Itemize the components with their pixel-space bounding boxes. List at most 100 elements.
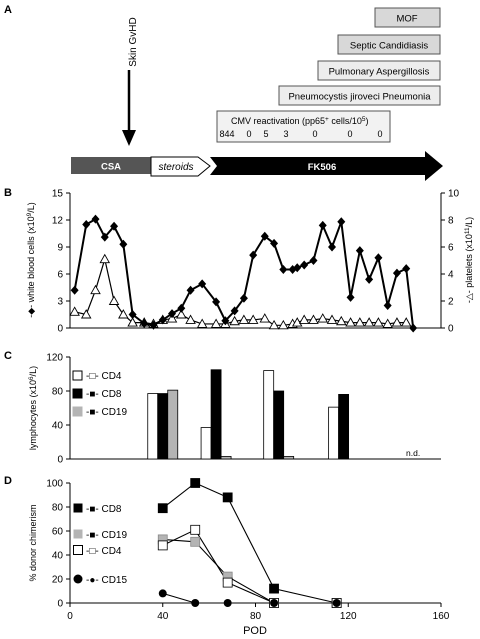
cd8-point bbox=[157, 503, 168, 514]
panel-b-right-ylabel: -△- platelets (x1011/L) bbox=[464, 217, 474, 303]
wbc-point bbox=[70, 285, 79, 295]
legend-swatch-cd8 bbox=[72, 388, 83, 399]
therapy-fk506-label: FK506 bbox=[308, 162, 337, 173]
wbc-point bbox=[158, 315, 167, 325]
y-tick-label-right: 2 bbox=[448, 297, 454, 308]
wbc-point bbox=[221, 316, 230, 326]
bar-cd8 bbox=[157, 393, 169, 460]
platelets-point bbox=[326, 314, 338, 324]
cd8-point bbox=[269, 583, 279, 594]
wbc-point bbox=[91, 214, 100, 224]
bar-cd8 bbox=[273, 390, 285, 460]
bar-cd4 bbox=[263, 370, 275, 460]
wbc-point bbox=[279, 265, 288, 274]
wbc-point bbox=[346, 292, 355, 302]
wbc-point bbox=[270, 238, 279, 248]
y-tick-label-left: 9 bbox=[57, 243, 63, 254]
cmv-value: 0 bbox=[377, 129, 382, 139]
complication-box-pneumocystis bbox=[278, 85, 441, 106]
panel-label-a: A bbox=[4, 4, 12, 16]
platelets-point bbox=[90, 284, 101, 295]
wbc-point bbox=[119, 239, 128, 249]
cd15-point bbox=[332, 599, 341, 607]
bar-cd4 bbox=[147, 393, 159, 460]
cd8-point bbox=[222, 492, 233, 503]
bar-cd8 bbox=[338, 393, 350, 460]
y-tick-label: 60 bbox=[52, 527, 64, 538]
y-tick-label-right: 8 bbox=[448, 216, 454, 227]
bar-cd4 bbox=[200, 427, 212, 460]
panel-label-c: C bbox=[4, 350, 12, 362]
panel-d-legend-cd4: -□- CD4 bbox=[86, 546, 122, 557]
panel-c-legend-cd4: -□- CD4 bbox=[86, 371, 122, 382]
y-tick-label: 100 bbox=[46, 479, 63, 490]
y-tick-label: 0 bbox=[57, 455, 63, 466]
x-tick-label: 0 bbox=[67, 611, 73, 622]
platelets-point bbox=[176, 309, 187, 319]
wbc-line bbox=[73, 217, 415, 329]
cmv-value: 5 bbox=[263, 129, 268, 139]
legend-marker-cd8 bbox=[73, 503, 83, 513]
panel-d-xlabel: POD bbox=[243, 625, 267, 637]
wbc-point bbox=[100, 232, 109, 242]
wbc-point bbox=[337, 217, 346, 227]
platelets-point bbox=[238, 314, 250, 324]
wbc-point bbox=[249, 250, 258, 260]
y-tick-label-left: 15 bbox=[52, 189, 64, 200]
wbc-point bbox=[260, 231, 269, 241]
platelets-point bbox=[259, 313, 271, 323]
cd19-line bbox=[162, 538, 337, 604]
platelets-point bbox=[345, 317, 356, 327]
complication-label-aspergillosis: Pulmonary Aspergillosis bbox=[329, 67, 430, 78]
panel-c-chart: lymphocytes (x106/L) -□- CD4 -■- CD8 -■-… bbox=[28, 353, 441, 466]
platelets-point bbox=[108, 295, 120, 305]
x-tick-label: 160 bbox=[433, 611, 450, 622]
panel-b-left-ylabel: -◆- white blood cells (x109/L) bbox=[26, 202, 36, 318]
cmv-value: 0 bbox=[246, 129, 251, 139]
platelets-point bbox=[400, 317, 412, 327]
wbc-point bbox=[402, 264, 411, 274]
bar-cd8 bbox=[210, 369, 222, 460]
wbc-point bbox=[365, 274, 374, 284]
cd15-point bbox=[270, 599, 279, 607]
y-tick-label-right: 4 bbox=[448, 270, 454, 281]
cmv-title: CMV reactivation (pp65+ cells/105) bbox=[231, 116, 369, 126]
platelets-point bbox=[127, 317, 138, 327]
bar-cd19 bbox=[283, 456, 295, 460]
complication-box-aspergillosis bbox=[317, 60, 441, 81]
x-tick-label: 80 bbox=[250, 611, 262, 622]
wbc-point bbox=[318, 220, 327, 230]
legend-marker-cd15 bbox=[73, 574, 83, 584]
y-tick-label-right: 10 bbox=[448, 189, 460, 200]
wbc-point bbox=[198, 279, 207, 289]
cd8-line bbox=[162, 482, 337, 604]
wbc-point bbox=[82, 220, 91, 229]
cmv-value: 0 bbox=[347, 129, 352, 139]
platelets-point bbox=[373, 317, 384, 327]
x-tick-label: 120 bbox=[340, 611, 357, 622]
wbc-point bbox=[212, 297, 221, 307]
therapy-csa-label: CSA bbox=[101, 162, 121, 173]
y-tick-label-left: 3 bbox=[57, 297, 63, 308]
bar-cd4 bbox=[328, 406, 340, 460]
wbc-point bbox=[309, 256, 318, 265]
cd8-point bbox=[190, 478, 201, 488]
legend-marker-cd4 bbox=[73, 545, 83, 555]
wbc-point bbox=[300, 260, 309, 270]
y-tick-label: 80 bbox=[52, 387, 64, 398]
skin-gvhd-label: Skin GvHD bbox=[128, 17, 139, 66]
wbc-point bbox=[110, 221, 119, 231]
therapy-csa-bar bbox=[71, 157, 151, 174]
platelets-point bbox=[354, 317, 366, 327]
complication-box-candidiasis bbox=[337, 34, 441, 55]
panel-c-annotation-nd: n.d. bbox=[406, 448, 420, 458]
y-tick-label-left: 12 bbox=[52, 216, 64, 227]
platelets-point bbox=[210, 318, 222, 328]
platelets-point bbox=[229, 315, 240, 326]
panel-d-chart: % donor chimerism POD -■- CD8 -■- CD19 -… bbox=[28, 478, 450, 637]
wbc-point bbox=[383, 301, 392, 310]
panel-label-b: B bbox=[4, 187, 12, 199]
panel-c-legend-cd8: -■- CD8 bbox=[86, 389, 122, 400]
y-tick-label: 40 bbox=[52, 421, 64, 432]
platelets-point bbox=[196, 318, 208, 328]
